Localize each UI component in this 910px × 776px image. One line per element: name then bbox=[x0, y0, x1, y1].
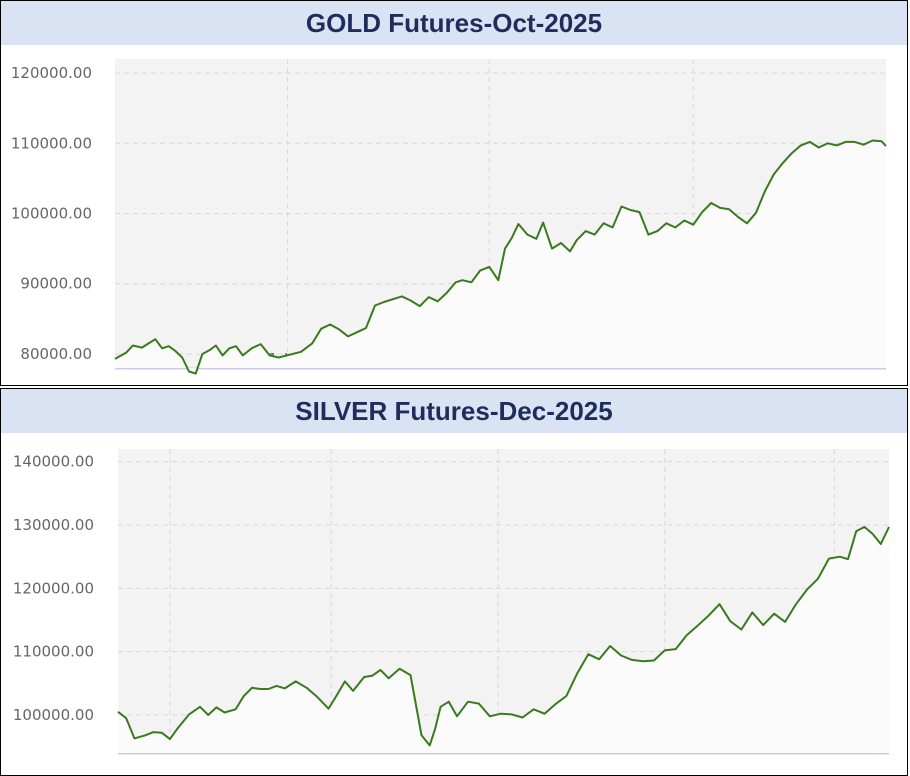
gold-chart-panel: GOLD Futures-Oct-2025 80000.00 90000.00 10… bbox=[0, 0, 908, 386]
gold-y-tick-label: 80000.00 bbox=[20, 345, 92, 363]
gold-y-tick-label: 110000.00 bbox=[11, 134, 92, 152]
silver-chart-panel: SILVER Futures-Dec-2025 100000.00 110000.… bbox=[0, 388, 908, 776]
gold-chart-title: GOLD Futures-Oct-2025 bbox=[1, 1, 907, 45]
silver-chart-title: SILVER Futures-Dec-2025 bbox=[1, 389, 907, 433]
gold-price-line bbox=[114, 139, 887, 375]
gold-line-chart: 80000.00 90000.00 100000.00 110000.00 120000… bbox=[11, 59, 887, 375]
gold-y-tick-label: 90000.00 bbox=[20, 275, 92, 293]
gold-y-tick-label: 120000.00 bbox=[11, 64, 92, 82]
silver-y-tick-label: 110000.00 bbox=[13, 643, 94, 661]
silver-y-tick-label: 100000.00 bbox=[13, 706, 94, 724]
silver-y-tick-label: 120000.00 bbox=[13, 579, 94, 597]
silver-y-tick-label: 130000.00 bbox=[13, 516, 94, 534]
gold-area-fill bbox=[115, 140, 886, 374]
silver-price-line bbox=[117, 525, 890, 747]
silver-line-chart: 100000.00 110000.00 120000.00 130000.00 1400… bbox=[13, 449, 890, 755]
gold-y-tick-label: 100000.00 bbox=[11, 205, 92, 223]
silver-area-fill bbox=[118, 526, 889, 753]
silver-y-tick-label: 140000.00 bbox=[13, 453, 94, 471]
